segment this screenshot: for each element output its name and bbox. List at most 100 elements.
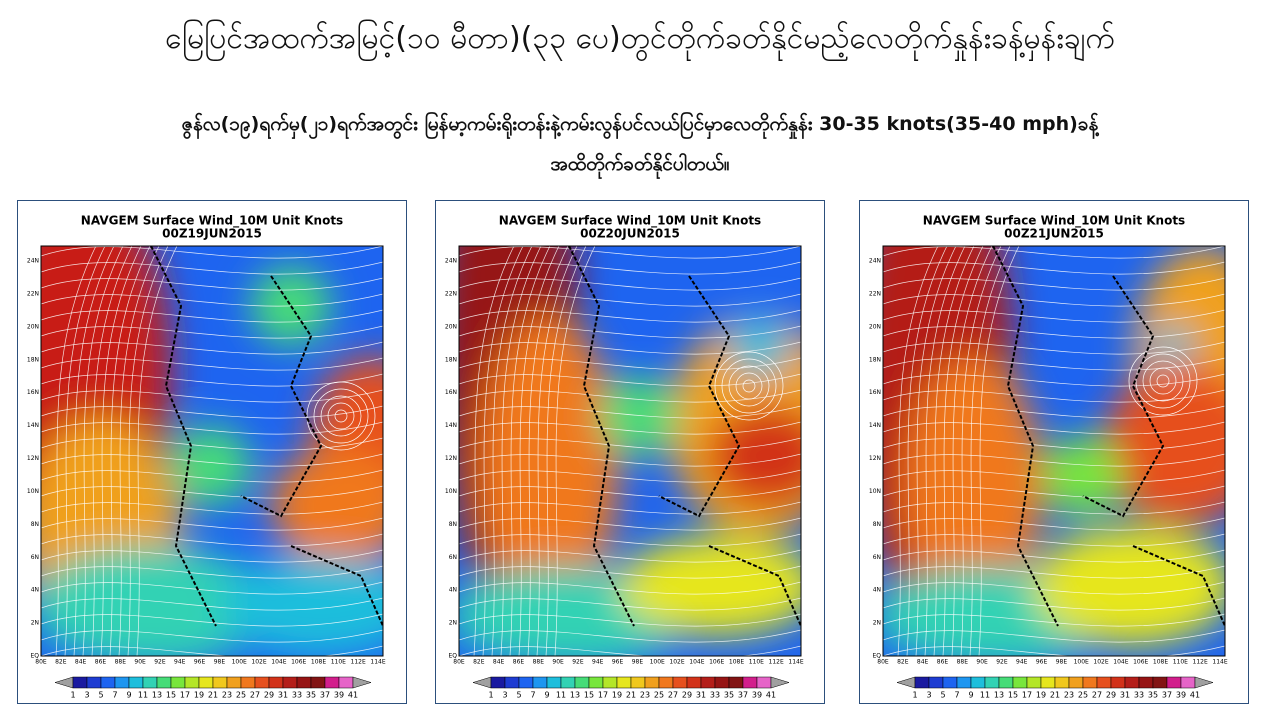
colorbar-label: 37 [1162,691,1172,700]
wind-blob [599,376,679,456]
wind-map-panel: NAVGEM Surface Wind_10M Unit Knots00Z19J… [17,200,407,704]
streamline [41,389,383,403]
streamline [41,549,383,563]
colorbar-label: 33 [710,691,720,700]
colorbar-label: 5 [940,691,945,700]
x-axis-label: 102E [669,659,684,666]
vortex-ring [714,351,784,421]
colorbar-box [742,676,758,689]
x-axis-label: 106E [1133,659,1148,666]
colorbar-box [672,676,688,689]
colorbar-box [998,676,1014,689]
streamline [883,581,1225,595]
colorbar-label: 31 [696,691,706,700]
colorbar-label: 21 [208,691,218,700]
streamline [459,261,801,275]
streamline [459,549,801,563]
x-axis-label: 96E [1036,659,1048,666]
colorbar-end [1194,676,1214,689]
streamline [459,421,801,435]
x-axis-label: 90E [134,659,146,666]
x-axis-label: 108E [311,659,326,666]
streamline [883,501,1225,515]
colorbar-box [984,676,1000,689]
streamline [883,629,1225,643]
colorbar-end [54,676,74,689]
colorbar-box [686,676,702,689]
streamline [897,246,939,656]
colorbar-label: 11 [556,691,566,700]
x-axis-label: 82E [55,659,67,666]
y-axis-label: 18N [445,356,457,363]
x-axis-label: 112E [351,659,366,666]
streamline [500,246,542,656]
colorbar-label: 37 [320,691,330,700]
streamline [883,517,1225,531]
streamline [41,357,383,371]
colorbar-box [956,676,972,689]
streamline [536,246,578,656]
x-axis-label: 92E [572,659,584,666]
streamline [969,246,1011,656]
colorbar-label: 1 [488,691,493,700]
streamline [41,501,383,515]
colorbar-label: 27 [668,691,678,700]
streamline [883,437,1225,451]
colorbar-box [254,676,270,689]
coastline [992,246,1225,627]
streamline [960,246,1002,656]
colorbar-box [268,676,284,689]
colorbar-label: 19 [1036,691,1046,700]
colorbar-box [700,676,716,689]
colorbar-box [226,676,242,689]
map-frame [458,245,802,657]
colorbar-box [1152,676,1168,689]
panel-time: 00Z19JUN2015 [162,227,262,241]
map-frame [882,245,1226,657]
coastline [150,246,383,627]
x-axis-label: 108E [729,659,744,666]
colorbar-box [184,676,200,689]
colorbar-box [1040,676,1056,689]
streamline [554,246,596,656]
wind-blob [271,446,383,566]
vortex-ring [742,379,756,393]
x-axis-label: 100E [1074,659,1089,666]
streamline [459,405,801,419]
streamline [883,453,1225,467]
streamline [883,597,1225,611]
colorbar-label: 5 [516,691,521,700]
colorbar-label: 7 [954,691,959,700]
x-axis-label: 96E [612,659,624,666]
streamline [459,597,801,611]
colorbar-label: 7 [530,691,535,700]
vortex-ring [1142,360,1184,402]
colorbar-box [282,676,298,689]
streamline [459,293,801,307]
y-axis-label: 16N [869,389,881,396]
streamline [883,613,1225,627]
streamline [491,246,533,656]
colorbar-label: 41 [766,691,776,700]
colorbar-label: 41 [1190,691,1200,700]
wind-blob [729,316,789,376]
streamline [41,261,383,275]
streamline [41,581,383,595]
x-axis-label: 86E [95,659,107,666]
streamline [459,277,801,291]
streamline [459,437,801,451]
colorbar-box [1082,676,1098,689]
colorbar-box [72,676,88,689]
wind-field [459,246,801,656]
y-axis-label: 16N [27,389,39,396]
y-axis-label: 12N [445,455,457,462]
colorbar-box [588,676,604,689]
y-axis-label: 2N [449,620,457,627]
streamline [883,533,1225,547]
colorbar-label: 17 [598,691,608,700]
streamline [100,246,142,656]
colorbar-label: 29 [682,691,692,700]
vortex-ring [327,402,355,430]
vortex-ring [1156,374,1170,388]
x-axis-label: 86E [937,659,949,666]
